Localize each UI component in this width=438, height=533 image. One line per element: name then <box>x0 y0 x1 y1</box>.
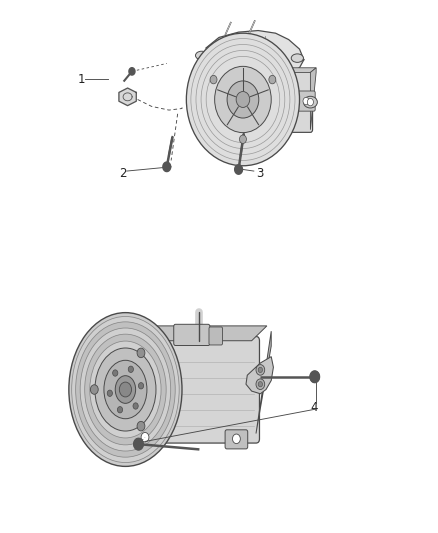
Circle shape <box>117 407 123 413</box>
FancyBboxPatch shape <box>225 430 248 449</box>
Ellipse shape <box>72 317 179 463</box>
Polygon shape <box>310 371 320 383</box>
Circle shape <box>256 379 265 390</box>
Circle shape <box>256 365 265 375</box>
Polygon shape <box>134 326 267 341</box>
FancyBboxPatch shape <box>174 324 210 345</box>
Polygon shape <box>217 68 316 72</box>
Circle shape <box>119 382 131 397</box>
Ellipse shape <box>85 334 166 445</box>
Ellipse shape <box>80 328 171 451</box>
Ellipse shape <box>104 360 147 419</box>
Circle shape <box>133 403 138 409</box>
Polygon shape <box>202 30 304 74</box>
Ellipse shape <box>90 341 161 438</box>
Circle shape <box>233 434 240 443</box>
Text: 4: 4 <box>311 400 318 414</box>
Circle shape <box>307 99 314 106</box>
Circle shape <box>128 366 134 373</box>
Circle shape <box>107 390 113 397</box>
Circle shape <box>240 135 247 143</box>
FancyBboxPatch shape <box>134 428 156 447</box>
Circle shape <box>137 422 145 431</box>
Ellipse shape <box>215 66 271 133</box>
FancyBboxPatch shape <box>208 98 226 117</box>
Circle shape <box>214 104 220 111</box>
Ellipse shape <box>76 322 175 457</box>
Ellipse shape <box>195 51 208 60</box>
Polygon shape <box>163 162 171 172</box>
Circle shape <box>210 75 217 84</box>
Circle shape <box>303 98 309 105</box>
Polygon shape <box>134 438 143 450</box>
Polygon shape <box>235 165 243 174</box>
Circle shape <box>113 370 118 376</box>
Ellipse shape <box>304 96 318 108</box>
FancyBboxPatch shape <box>215 70 313 132</box>
Ellipse shape <box>291 54 304 62</box>
Text: 3: 3 <box>256 167 263 180</box>
Ellipse shape <box>186 33 300 166</box>
Ellipse shape <box>115 376 136 403</box>
FancyBboxPatch shape <box>209 327 223 345</box>
FancyBboxPatch shape <box>126 336 259 443</box>
Circle shape <box>269 75 276 84</box>
Ellipse shape <box>227 81 259 118</box>
Circle shape <box>258 382 262 387</box>
Text: 1: 1 <box>78 73 85 86</box>
Text: 2: 2 <box>119 167 127 180</box>
Circle shape <box>141 432 149 442</box>
Polygon shape <box>311 68 316 130</box>
Circle shape <box>258 367 262 373</box>
Circle shape <box>90 385 98 394</box>
FancyBboxPatch shape <box>297 91 315 111</box>
Ellipse shape <box>95 348 156 431</box>
Polygon shape <box>246 357 273 394</box>
Circle shape <box>138 383 144 389</box>
Circle shape <box>137 348 145 358</box>
Ellipse shape <box>69 313 182 466</box>
Polygon shape <box>256 331 271 433</box>
Polygon shape <box>119 88 136 106</box>
Ellipse shape <box>236 92 250 108</box>
Polygon shape <box>129 68 135 75</box>
